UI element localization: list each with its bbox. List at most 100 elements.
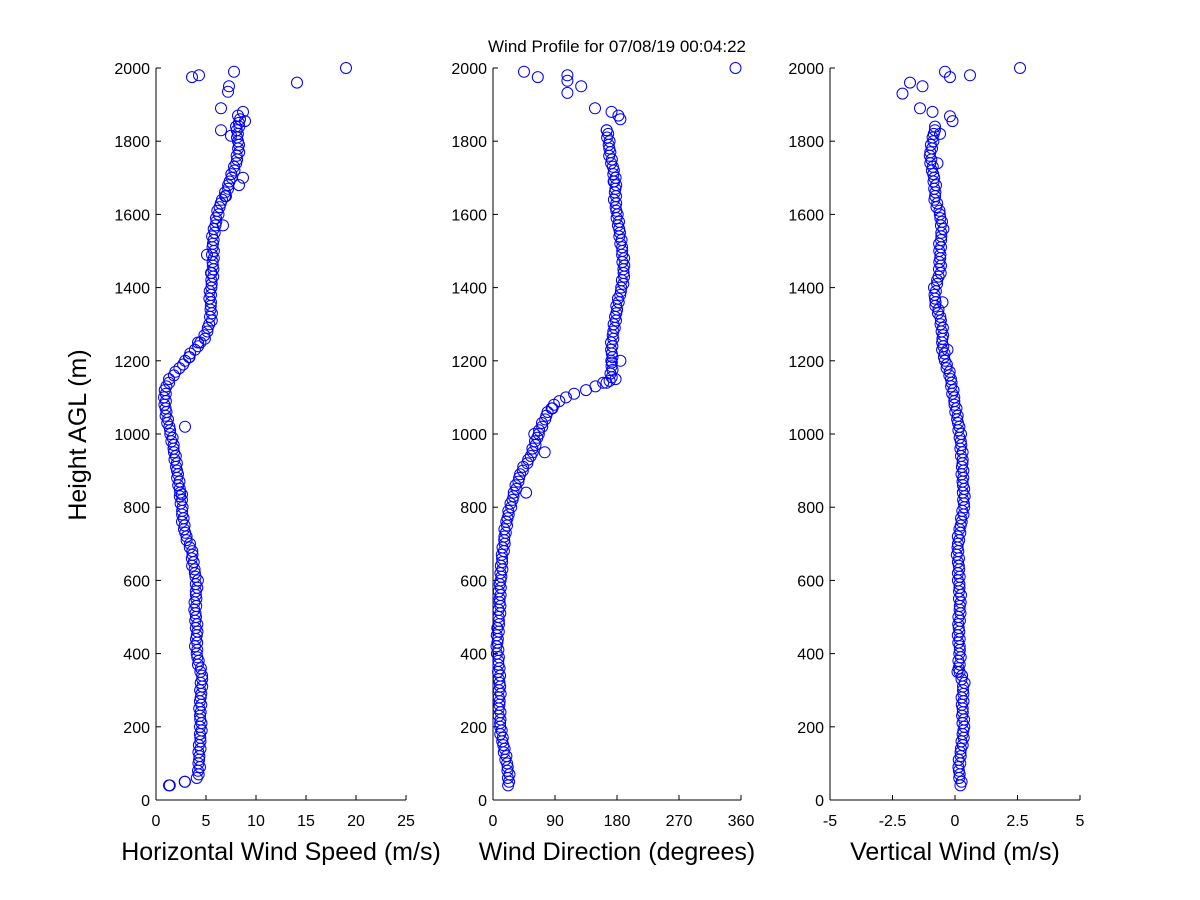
direction-x-tick-label: 90 — [546, 813, 564, 830]
direction-data-point — [518, 65, 530, 78]
direction-x-tick-label: 360 — [728, 813, 755, 830]
speed-x-tick-label: 10 — [247, 813, 265, 830]
direction-data-point — [607, 175, 620, 188]
vertical-wind-data-point — [934, 212, 947, 225]
direction-y-tick-label: 1000 — [451, 427, 487, 444]
speed-data-point — [205, 267, 217, 279]
speed-data-point — [291, 76, 303, 89]
vertical-wind-data-point — [940, 362, 953, 375]
y-axis-label: Height AGL (m) — [64, 349, 92, 520]
speed-data-point — [228, 160, 240, 173]
speed-data-point — [162, 413, 174, 426]
vertical-wind-data-point — [951, 530, 964, 543]
vertical-wind-y-tick-label: 400 — [797, 647, 824, 664]
speed-data-point — [228, 65, 240, 78]
direction-y-tick-label: 800 — [460, 500, 487, 517]
speed-data-point — [164, 428, 177, 440]
speed-data-point — [215, 124, 227, 137]
vertical-wind-data-point — [896, 87, 909, 100]
direction-data-point — [509, 479, 522, 492]
vertical-wind-data-point — [955, 673, 968, 686]
vertical-wind-data-point — [934, 127, 946, 140]
vertical-wind-data-point — [938, 347, 951, 360]
vertical-wind-data-point — [931, 157, 944, 170]
vertical-wind-y-tick-label: 1200 — [788, 354, 824, 371]
vertical-wind-data-point — [964, 69, 976, 82]
vertical-wind-x-tick-label: 2.5 — [1006, 813, 1028, 830]
speed-data-point — [189, 570, 202, 583]
speed-data-point — [222, 85, 234, 98]
vertical-wind-data-point — [943, 365, 956, 378]
speed-data-point — [206, 230, 219, 243]
speed-data-point — [210, 212, 222, 225]
vertical-wind-data-point — [951, 409, 964, 422]
direction-data-point — [613, 215, 625, 228]
speed-data-point — [176, 488, 188, 501]
vertical-wind-data-point — [932, 270, 945, 283]
direction-y-tick-label: 2000 — [451, 61, 487, 78]
direction-data-point — [536, 420, 549, 433]
direction-x-tick-label: 270 — [666, 813, 693, 830]
vertical-wind-data-point — [930, 179, 942, 192]
direction-data-point — [607, 318, 620, 331]
direction-data-point — [498, 523, 511, 536]
direction-data-point — [605, 153, 618, 166]
direction-data-point — [609, 373, 622, 386]
direction-data-point — [561, 74, 574, 87]
vertical-wind-x-tick-label: -5 — [823, 813, 837, 830]
speed-data-point — [186, 545, 199, 558]
speed-data-point — [211, 204, 224, 217]
direction-data-point — [605, 360, 618, 373]
speed-y-tick-label: 1200 — [114, 354, 150, 371]
speed-data-point — [225, 168, 238, 181]
vertical-wind-data-point — [936, 296, 949, 309]
vertical-wind-data-point — [934, 310, 947, 323]
direction-data-point — [500, 750, 513, 763]
speed-data-point — [179, 420, 191, 433]
speed-data-point — [166, 431, 179, 444]
speed-data-point — [340, 62, 352, 74]
vertical-wind-y-tick-label: 0 — [815, 793, 824, 810]
direction-data-point — [538, 446, 551, 459]
direction-data-point — [589, 102, 601, 115]
vertical-wind-y-tick-label: 800 — [797, 500, 824, 517]
speed-data-point — [167, 439, 180, 451]
direction-data-point — [600, 124, 613, 137]
direction-data-point — [597, 376, 610, 389]
direction-data-point — [507, 486, 520, 499]
vertical-wind-data-point — [933, 208, 946, 221]
speed-data-point — [233, 179, 245, 192]
speed-data-point — [183, 351, 195, 364]
direction-y-tick-label: 200 — [460, 720, 487, 737]
speed-data-point — [191, 574, 204, 587]
speed-y-tick-label: 1400 — [114, 281, 150, 298]
speed-y-tick-label: 0 — [141, 793, 150, 810]
speed-data-point — [198, 332, 211, 345]
direction-y-tick-label: 400 — [460, 647, 487, 664]
speed-x-tick-label: 20 — [347, 813, 365, 830]
direction-data-point — [529, 435, 541, 448]
speed-data-point — [192, 340, 205, 353]
direction-y-tick-label: 600 — [460, 573, 487, 590]
speed-data-point — [220, 190, 232, 203]
speed-data-point — [201, 325, 214, 338]
vertical-wind-data-point — [944, 71, 956, 84]
direction-data-point — [561, 86, 574, 99]
direction-y-tick-label: 1200 — [451, 354, 487, 371]
speed-data-point — [237, 105, 249, 118]
speed-x-axis-label: Horizontal Wind Speed (m/s) — [121, 838, 441, 866]
speed-data-point — [194, 336, 207, 349]
speed-y-tick-label: 400 — [123, 647, 150, 664]
direction-data-point — [536, 417, 548, 429]
direction-data-point — [553, 395, 566, 408]
direction-data-point — [502, 504, 515, 517]
vertical-wind-data-point — [944, 110, 956, 123]
speed-y-tick-label: 1000 — [114, 427, 150, 444]
direction-x-tick-label: 180 — [604, 813, 631, 830]
direction-x-tick-label: 0 — [489, 813, 498, 830]
speed-y-tick-label: 800 — [123, 500, 150, 517]
direction-data-point — [614, 354, 627, 367]
vertical-wind-data-point — [1014, 62, 1026, 74]
